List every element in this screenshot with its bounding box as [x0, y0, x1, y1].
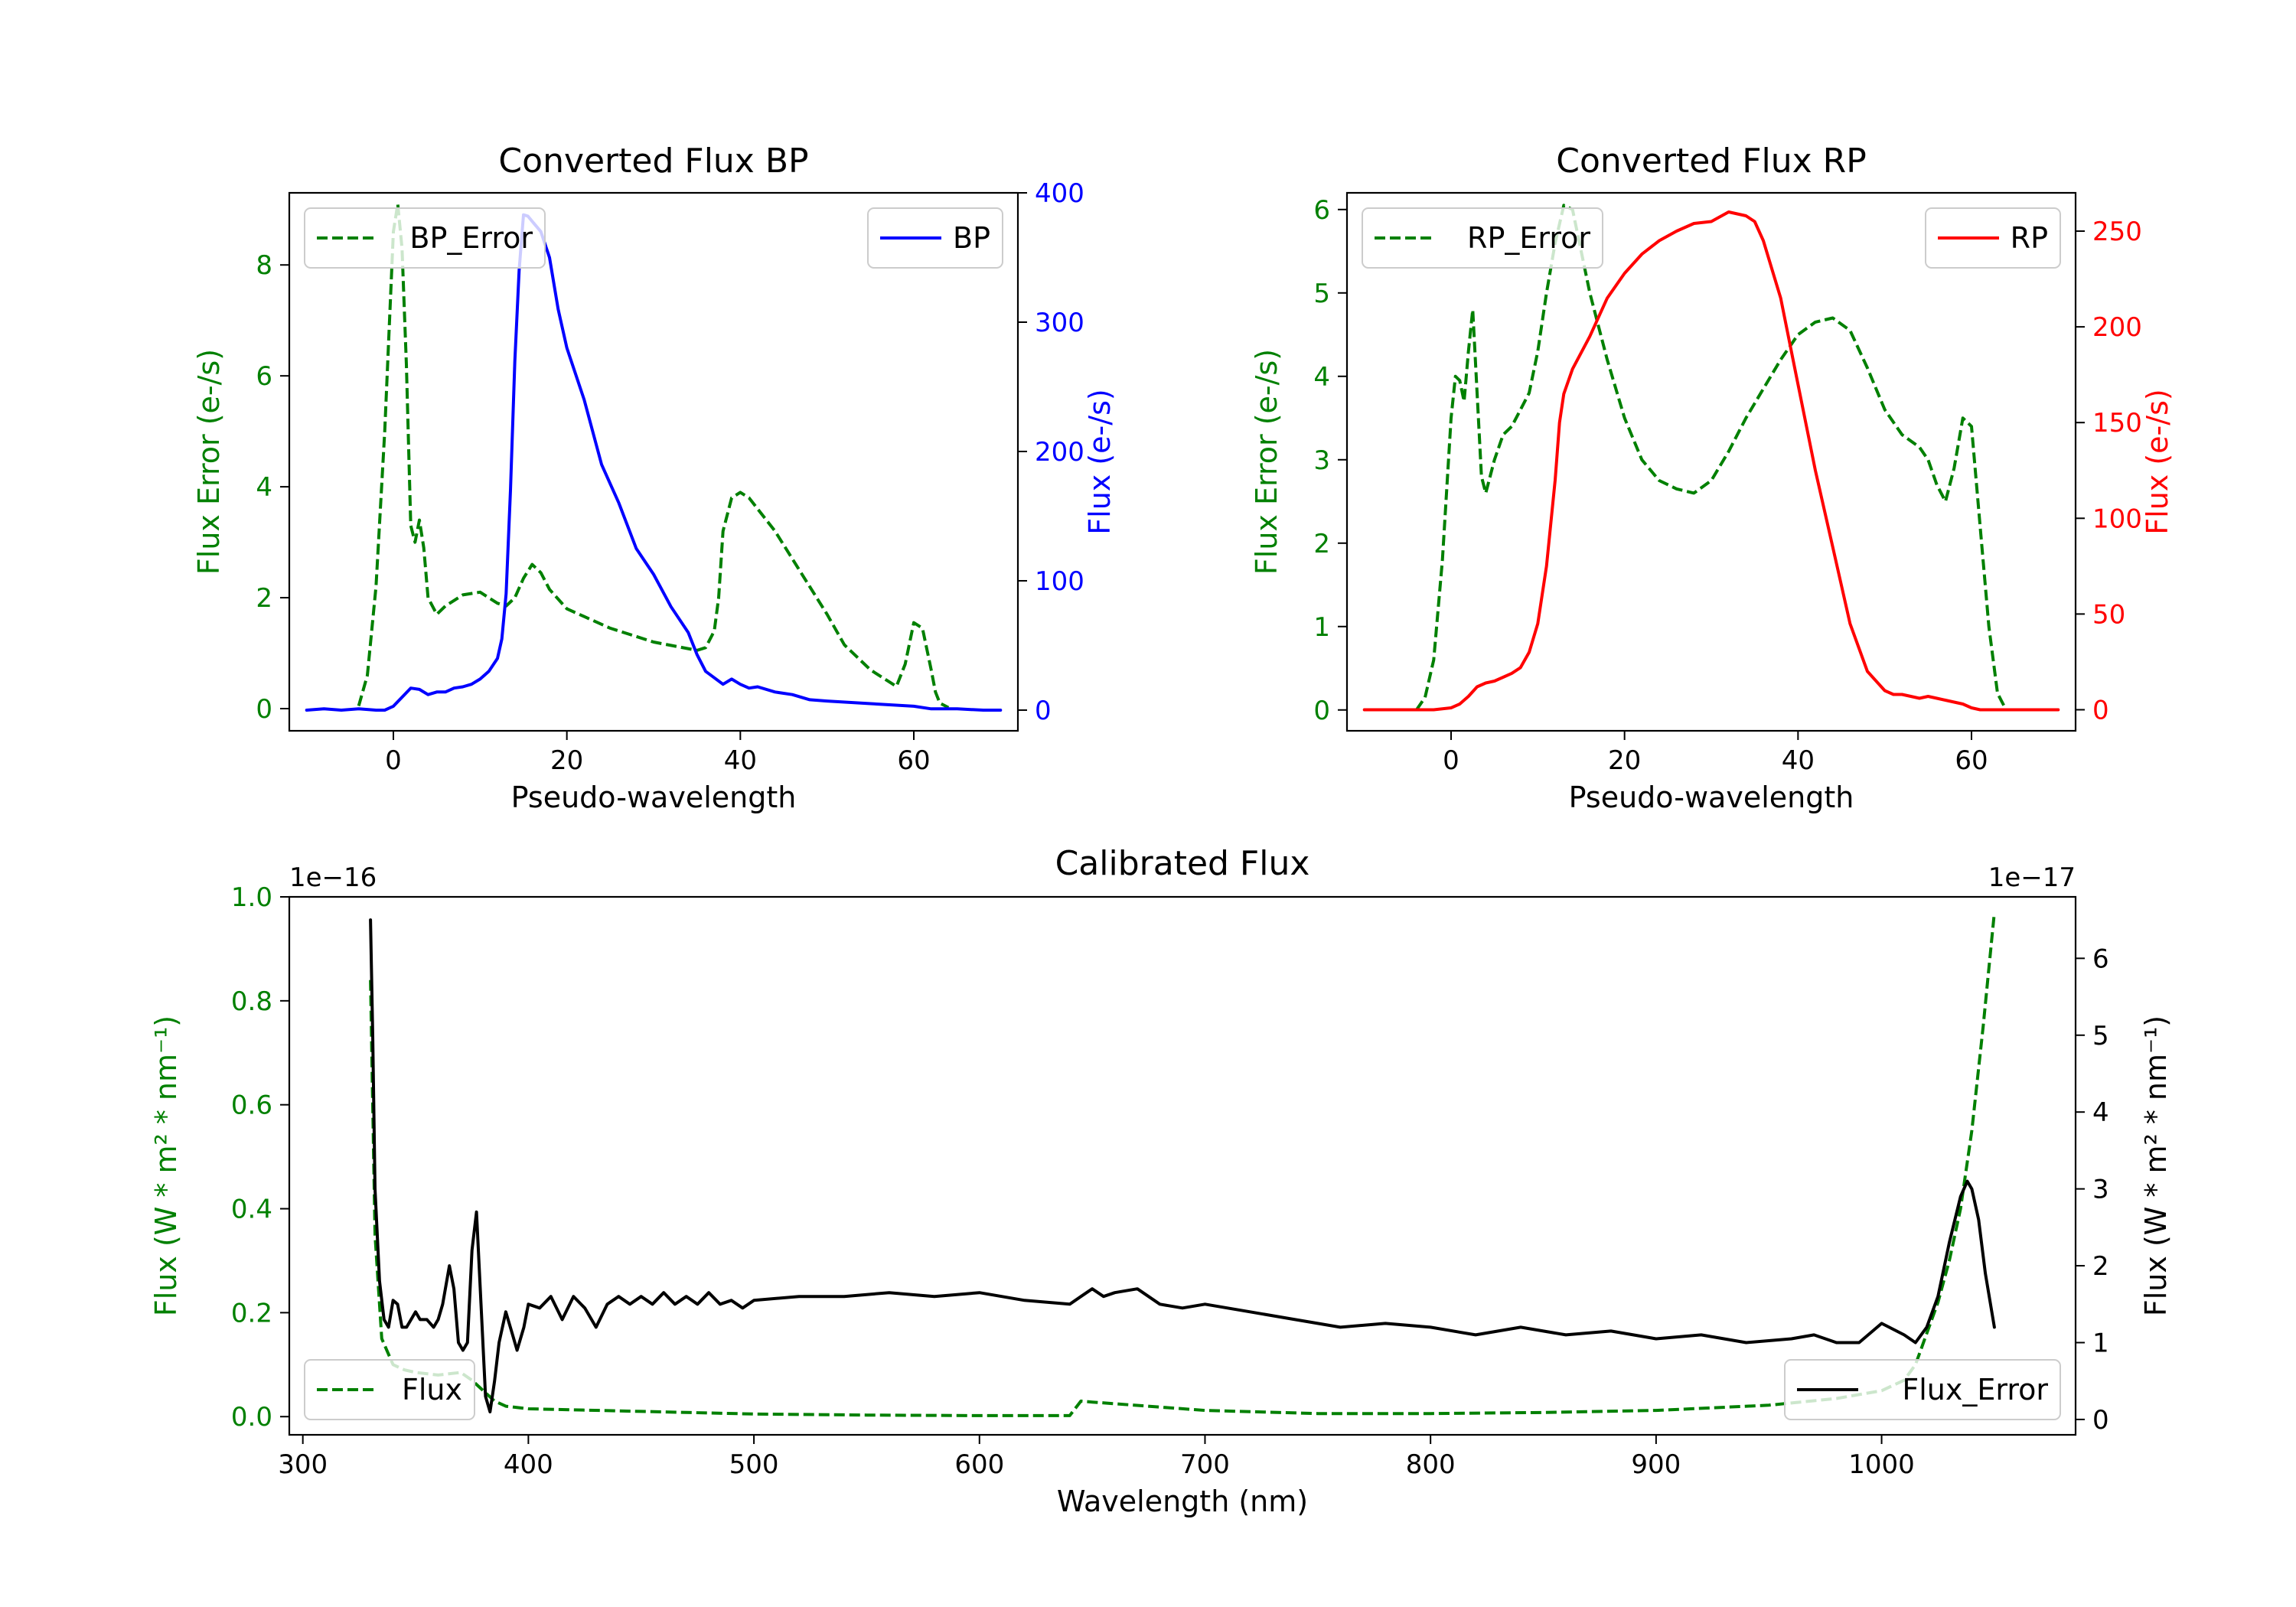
left-y-tick-label: 4 [1313, 362, 1330, 393]
legend-label: Flux_Error [1902, 1373, 2048, 1407]
legend-box [304, 1359, 475, 1420]
plot-frame [288, 895, 2077, 1436]
left-y-axis-label: Flux Error (e-/s) [192, 349, 226, 575]
left-y-tick-label: 0 [1313, 696, 1330, 726]
right-y-tick-label: 250 [2092, 217, 2142, 247]
left-y-tick-label: 8 [256, 250, 272, 281]
legend-label: BP_Error [409, 221, 533, 255]
series-group [1362, 204, 2060, 712]
right-y-tick-label: 6 [2092, 944, 2109, 974]
legend-label: BP [953, 221, 990, 255]
left-y-tick-label: 2 [1313, 529, 1330, 559]
x-tick-label: 60 [897, 745, 930, 776]
right-y-tick-label: 150 [2092, 408, 2142, 438]
left-y-tick-label: 0.4 [231, 1195, 272, 1225]
x-tick-label: 0 [385, 745, 402, 776]
left-y-tick-label: 4 [256, 472, 272, 503]
legend-rp-error: RP_Error [1362, 207, 1603, 269]
x-tick-label: 700 [1180, 1449, 1230, 1480]
legend-flux-error: Flux_Error [1784, 1359, 2061, 1420]
right-y-tick-label: 300 [1035, 308, 1084, 338]
series-line-flux [369, 918, 1996, 1413]
right-y-tick-label: 200 [2092, 312, 2142, 343]
x-tick-label: 800 [1406, 1449, 1456, 1480]
legend-box [1362, 207, 1603, 269]
left-y-tick-label: 0.6 [231, 1090, 272, 1121]
x-axis-label: Pseudo-wavelength [1569, 781, 1854, 814]
right-y-tick-label: 100 [2092, 504, 2142, 534]
series-line-rp-error [1415, 204, 2008, 711]
left-y-tick-label: 0.0 [231, 1402, 272, 1433]
x-tick-label: 20 [550, 745, 583, 776]
right-axis-exponent: 1e−17 [1988, 862, 2076, 893]
right-y-tick-label: 200 [1035, 437, 1084, 468]
x-tick-label: 40 [724, 745, 757, 776]
right-y-tick-label: 50 [2092, 599, 2125, 630]
x-tick-label: 1000 [1848, 1449, 1915, 1480]
right-y-tick-label: 100 [1035, 566, 1084, 597]
series-line-rp [1362, 210, 2060, 712]
right-y-axis-label: Flux (e-/s) [1083, 389, 1117, 534]
right-y-tick-label: 3 [2092, 1175, 2109, 1205]
legend-label: RP [2011, 221, 2048, 255]
series-line-bp [305, 213, 1003, 712]
left-y-tick-label: 1.0 [231, 882, 272, 913]
left-y-tick-label: 0 [256, 694, 272, 725]
legend-label: Flux [402, 1373, 462, 1407]
converted-flux-bp-panel: 0 20 40 60 0 2 4 6 8 0 100 200 300 400 Converted Flux … [192, 142, 1117, 814]
left-y-axis-label: Flux Error (e-/s) [1250, 349, 1283, 575]
legend-label: RP_Error [1467, 221, 1590, 255]
x-axis-label: Wavelength (nm) [1057, 1485, 1308, 1518]
x-tick-label: 60 [1955, 745, 1988, 776]
series-line-flux-error [369, 912, 1996, 1417]
right-y-tick-label: 0 [1035, 696, 1052, 726]
right-y-tick-label: 5 [2092, 1021, 2109, 1051]
legend-box [304, 207, 546, 269]
series-line-bp-error [357, 202, 950, 709]
left-y-tick-label: 0.8 [231, 986, 272, 1017]
right-y-tick-label: 400 [1035, 178, 1084, 209]
legend-bp-error: BP_Error [304, 207, 546, 269]
x-tick-label: 0 [1443, 745, 1459, 776]
left-y-tick-label: 5 [1313, 279, 1330, 309]
left-y-tick-label: 2 [256, 583, 272, 614]
x-axis-label: Pseudo-wavelength [511, 781, 797, 814]
left-axis-exponent: 1e−16 [289, 862, 377, 893]
chart-title: Converted Flux BP [498, 142, 808, 181]
right-y-tick-label: 2 [2092, 1251, 2109, 1282]
x-tick-label: 20 [1608, 745, 1641, 776]
left-y-tick-label: 3 [1313, 445, 1330, 476]
left-y-axis-label: Flux (W * m² * nm⁻¹) [149, 1015, 183, 1316]
legend-rp: RP [1925, 207, 2061, 269]
plot-frame [1345, 191, 2077, 732]
right-y-tick-label: 4 [2092, 1097, 2109, 1128]
x-tick-label: 500 [729, 1449, 779, 1480]
plot-frame [288, 191, 1019, 732]
left-y-tick-label: 1 [1313, 612, 1330, 643]
right-y-axis-label: Flux (e-/s) [2141, 389, 2174, 534]
x-tick-label: 900 [1631, 1449, 1681, 1480]
x-tick-label: 600 [954, 1449, 1004, 1480]
legend-flux: Flux [304, 1359, 475, 1420]
right-y-tick-label: 0 [2092, 695, 2109, 725]
x-tick-label: 300 [278, 1449, 328, 1480]
right-y-tick-label: 1 [2092, 1328, 2109, 1358]
legend-bp: BP [867, 207, 1003, 269]
legend-box [1784, 1359, 2061, 1420]
left-y-tick-label: 6 [256, 361, 272, 392]
x-tick-label: 400 [504, 1449, 553, 1480]
chart-title: Converted Flux RP [1556, 142, 1867, 181]
left-y-tick-label: 0.2 [231, 1298, 272, 1328]
x-tick-label: 40 [1782, 745, 1815, 776]
series-group [369, 912, 1996, 1417]
right-y-axis-label: Flux (W * m² * nm⁻¹) [2139, 1015, 2173, 1316]
left-y-tick-label: 6 [1313, 195, 1330, 226]
right-y-tick-label: 0 [2092, 1405, 2109, 1436]
series-group [305, 202, 1003, 712]
calibrated-flux-panel: 300 400 500 600 700 800 900 1000 0.0 0.2 0.4 0.6 0.8… [149, 844, 2173, 1518]
chart-title: Calibrated Flux [1055, 844, 1310, 883]
